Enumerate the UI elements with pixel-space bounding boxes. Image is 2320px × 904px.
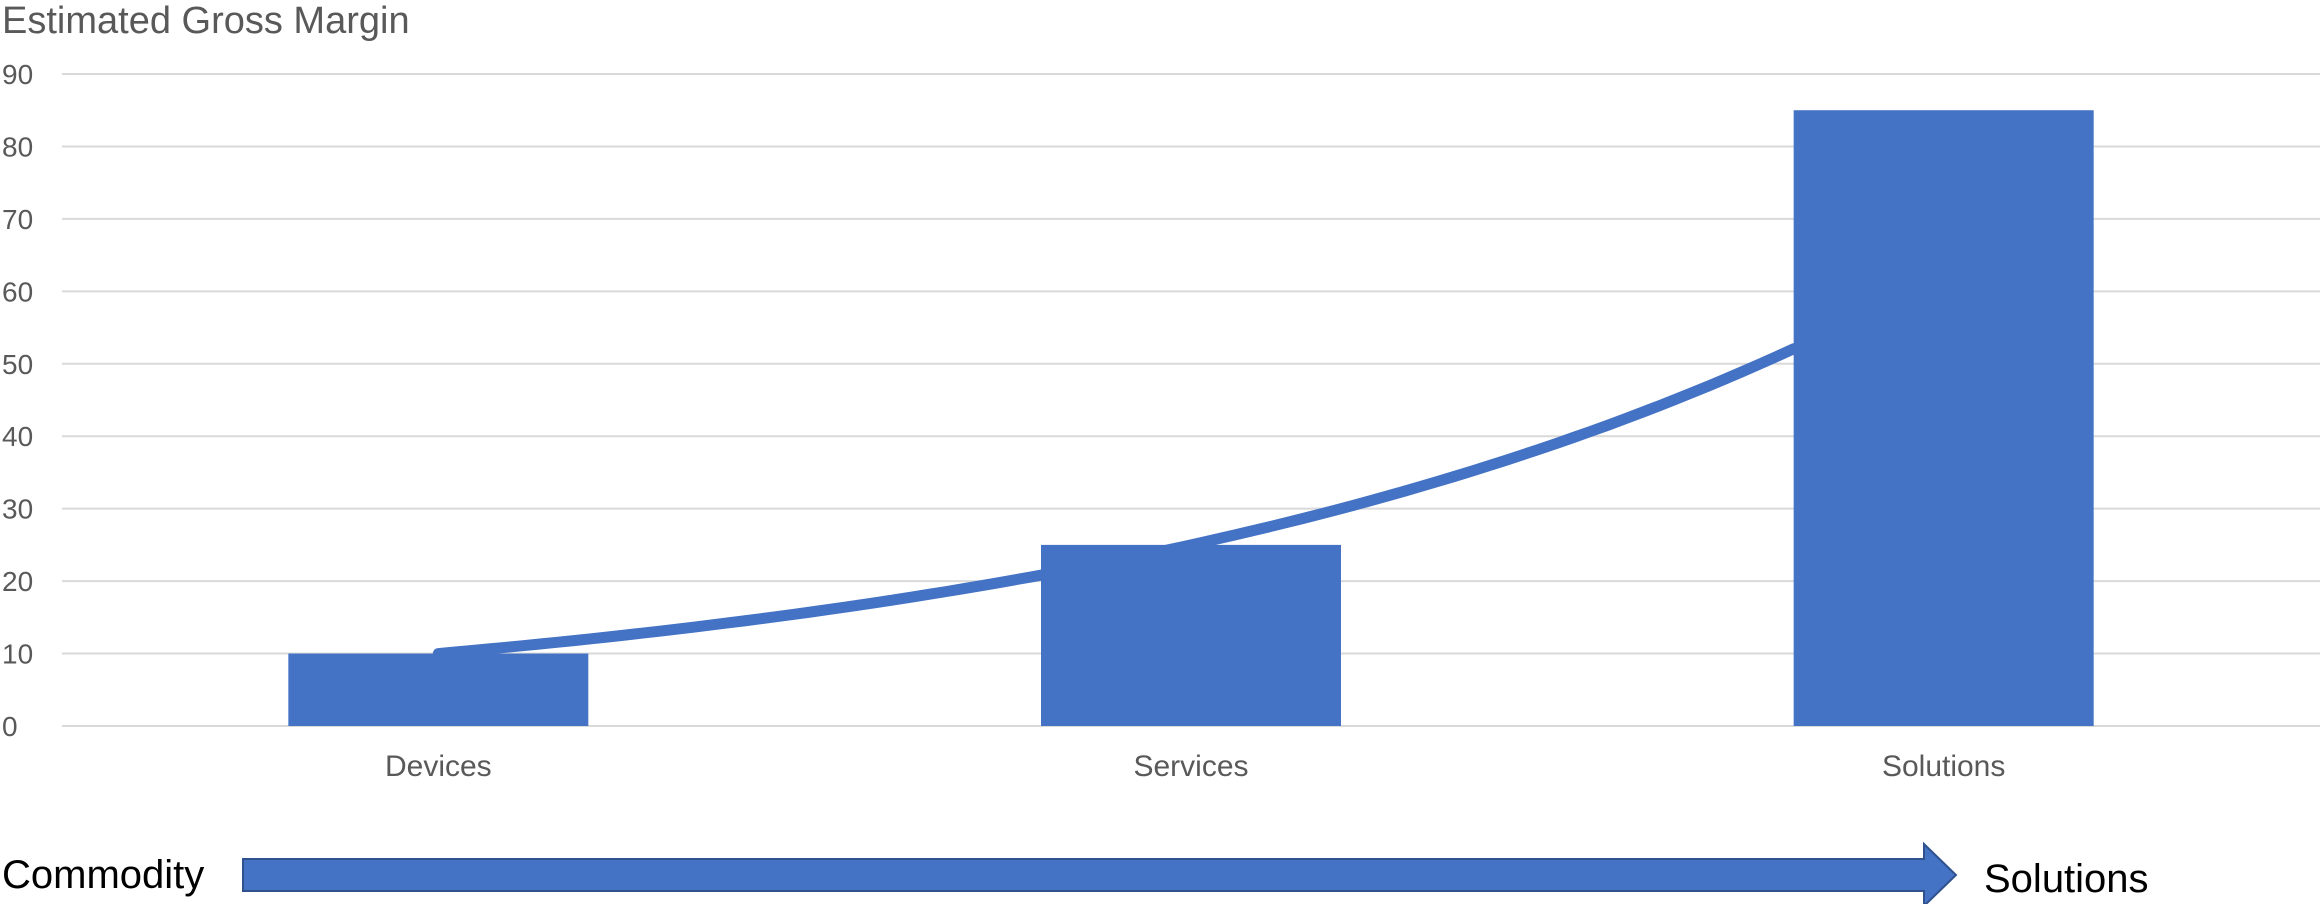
footer-right-label: Solutions <box>1984 857 2149 901</box>
y-tick-label: 10 <box>2 639 33 670</box>
trend-curve-layer <box>432 343 1800 660</box>
y-tick-label: 20 <box>2 566 33 597</box>
footer-left-label: Commodity <box>2 853 204 897</box>
trend-curve <box>432 343 1800 660</box>
footer-arrow <box>242 841 1958 904</box>
chart-title: Estimated Gross Margin <box>2 0 410 42</box>
y-tick-label: 90 <box>2 59 33 90</box>
bar-solutions <box>1793 110 2094 726</box>
y-tick-label: 80 <box>2 131 33 162</box>
y-tick-label: 70 <box>2 204 33 235</box>
x-axis-labels: Devices Services Solutions <box>385 750 2005 783</box>
y-tick-label: 50 <box>2 349 33 380</box>
y-tick-label: 40 <box>2 421 33 452</box>
y-tick-label: 0 <box>2 711 18 742</box>
x-tick-label: Services <box>1133 750 1248 783</box>
x-tick-label: Devices <box>385 750 492 783</box>
bars <box>288 110 2094 726</box>
footer-arrow-group: Commodity Solutions <box>2 841 2149 904</box>
y-tick-label: 30 <box>2 494 33 525</box>
bar-devices <box>288 653 589 726</box>
y-tick-label: 60 <box>2 276 33 307</box>
x-tick-label: Solutions <box>1882 750 2005 783</box>
y-axis-ticks: 0 10 20 30 40 50 60 70 80 90 <box>2 59 33 742</box>
bar-services <box>1041 544 1341 726</box>
